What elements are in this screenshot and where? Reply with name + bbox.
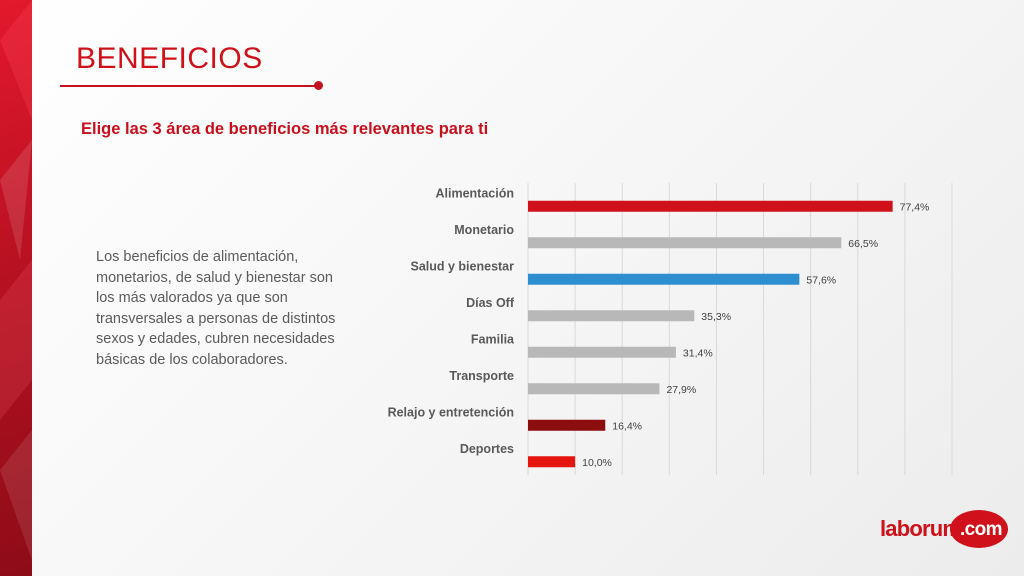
category-label: Relajo y entretención (388, 405, 514, 419)
bar (528, 346, 676, 358)
data-label: 31,4% (683, 347, 713, 359)
benefits-bar-chart: Alimentación 77,4% Monetario 66,5% Salud y b… (388, 183, 953, 475)
category-label: Días Off (466, 296, 515, 310)
strip-pattern (0, 0, 32, 560)
bar (528, 200, 893, 212)
data-label: 16,4% (612, 420, 642, 432)
title-underline (60, 85, 316, 87)
category-label: Salud y bienestar (410, 259, 514, 273)
bar (528, 383, 660, 395)
category-label: Deportes (460, 442, 514, 456)
data-label: 57,6% (806, 274, 836, 286)
left-decorative-strip (0, 0, 32, 576)
title-underline-dot (314, 81, 323, 90)
description-text: Los beneficios de alimentación, monetari… (96, 249, 336, 368)
category-label: Alimentación (436, 186, 515, 200)
data-label: 35,3% (701, 311, 731, 323)
slide-title: BENEFICIOS (76, 42, 263, 75)
category-label: Monetario (454, 223, 514, 237)
category-label: Transporte (449, 369, 514, 383)
category-label: Familia (471, 332, 515, 346)
bar (528, 237, 842, 249)
chart-question: Elige las 3 área de beneficios más relev… (81, 120, 489, 138)
data-label: 27,9% (666, 384, 696, 396)
bar (528, 310, 695, 322)
bar (528, 419, 606, 431)
bar (528, 273, 800, 285)
logo-bubble (950, 510, 1008, 548)
data-label: 66,5% (848, 238, 878, 250)
data-label: 10,0% (582, 457, 612, 469)
logo-wordmark: laborum (880, 516, 962, 541)
logo-com: .com (960, 519, 1003, 540)
bar (528, 456, 576, 468)
data-label: 77,4% (900, 201, 930, 213)
